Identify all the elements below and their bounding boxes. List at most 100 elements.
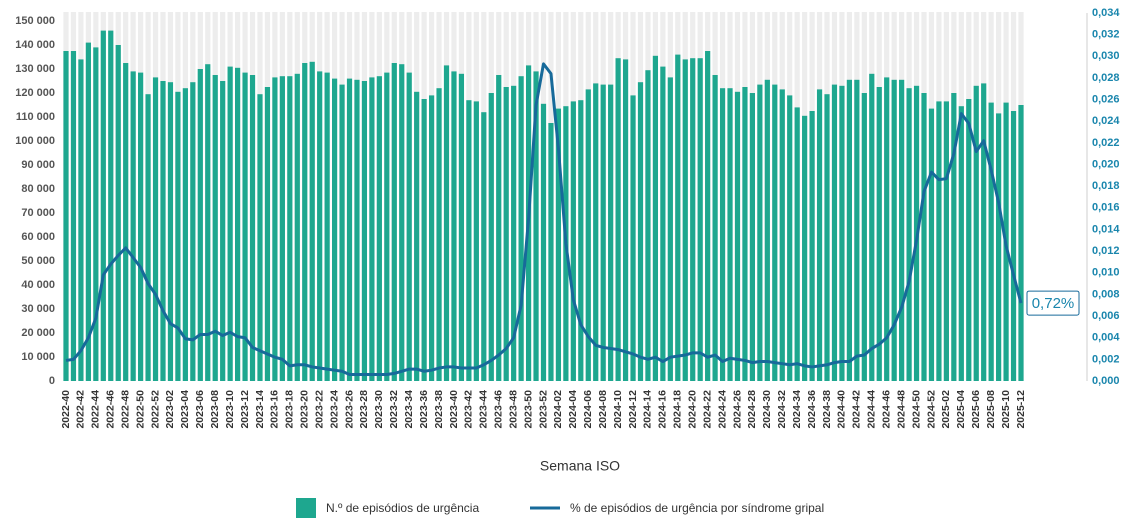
y2-tick-label: 0,022 xyxy=(1092,137,1120,149)
y2-tick-label: 0,018 xyxy=(1092,180,1120,192)
x-tick-label: 2023-20 xyxy=(299,390,311,429)
bar xyxy=(981,83,987,382)
y-tick-label: 70 000 xyxy=(21,207,55,219)
bar xyxy=(227,66,233,381)
bar xyxy=(824,94,830,381)
bar xyxy=(966,99,972,381)
bar xyxy=(511,85,517,382)
bar xyxy=(272,77,278,382)
x-tick-label: 2025-12 xyxy=(1015,390,1027,429)
bar xyxy=(220,81,226,381)
bar xyxy=(1010,111,1017,381)
bar xyxy=(615,58,621,381)
data-label-box xyxy=(1026,290,1080,316)
bar xyxy=(861,93,867,381)
x-tick-label: 2023-32 xyxy=(388,390,400,429)
x-tick-label: 2023-38 xyxy=(433,390,445,429)
bar xyxy=(145,94,151,381)
x-tick-label: 2023-34 xyxy=(403,390,415,429)
x-tick-label: 2024-18 xyxy=(672,390,684,429)
y-tick-label: 60 000 xyxy=(21,231,55,243)
y2-tick-label: 0,008 xyxy=(1092,288,1120,300)
x-tick-label: 2024-10 xyxy=(612,390,624,429)
x-tick-label: 2023-12 xyxy=(239,390,251,429)
y-tick-label: 40 000 xyxy=(21,279,55,291)
bar xyxy=(264,87,271,381)
x-tick-label: 2024-24 xyxy=(716,390,728,429)
x-tick-label: 2023-48 xyxy=(507,390,519,429)
x-tick-label: 2024-46 xyxy=(880,390,892,429)
bar xyxy=(317,71,323,382)
bar xyxy=(996,113,1002,382)
bar xyxy=(831,84,838,381)
x-tick-label: 2023-02 xyxy=(164,390,176,429)
bar xyxy=(279,76,285,381)
bar xyxy=(675,54,681,381)
bar xyxy=(667,77,673,382)
data-label: 0,72% xyxy=(1032,295,1075,312)
bar xyxy=(205,64,211,381)
y2-tick-label: 0,026 xyxy=(1092,93,1120,105)
y2-tick-label: 0,034 xyxy=(1092,7,1120,19)
bar xyxy=(891,79,897,382)
bar xyxy=(697,58,703,381)
x-tick-label: 2022-50 xyxy=(134,390,146,429)
bar xyxy=(757,84,763,381)
bar xyxy=(660,66,666,381)
y2-tick-label: 0,002 xyxy=(1092,353,1120,365)
x-tick-label: 2022-44 xyxy=(90,390,102,429)
bar xyxy=(428,95,435,382)
x-tick-label: 2024-12 xyxy=(627,390,639,429)
bar xyxy=(399,64,405,381)
x-tick-label: 2025-06 xyxy=(970,390,982,429)
bar xyxy=(1018,105,1024,381)
bar xyxy=(585,89,591,382)
bar xyxy=(466,100,472,381)
bar xyxy=(78,59,84,382)
bar xyxy=(876,87,882,381)
y-tick-label: 30 000 xyxy=(21,303,55,315)
bar xyxy=(100,30,106,381)
bar xyxy=(630,95,636,382)
bar xyxy=(138,72,144,381)
x-tick-label: 2023-22 xyxy=(313,390,325,429)
y-tick-label: 130 000 xyxy=(15,63,55,75)
y2-tick-label: 0,032 xyxy=(1092,29,1120,41)
legend-swatch xyxy=(296,498,316,518)
x-tick-label: 2023-36 xyxy=(418,390,430,429)
bar xyxy=(354,79,360,382)
x-tick-label: 2023-50 xyxy=(522,390,534,429)
x-tick-label: 2024-38 xyxy=(821,390,833,429)
x-tick-label: 2023-46 xyxy=(493,390,505,429)
bar xyxy=(622,59,629,382)
bar xyxy=(93,47,99,382)
x-tick-label: 2024-34 xyxy=(791,390,803,429)
bar xyxy=(570,101,576,382)
x-tick-label: 2024-02 xyxy=(552,390,564,429)
bar xyxy=(652,55,659,382)
bar xyxy=(988,102,994,381)
bar xyxy=(369,77,375,382)
x-tick-label: 2023-42 xyxy=(463,390,475,429)
bar xyxy=(593,83,599,382)
x-tick-label: 2024-48 xyxy=(895,390,907,429)
x-tick-label: 2025-10 xyxy=(1000,390,1012,429)
y-tick-label: 120 000 xyxy=(15,87,55,99)
x-tick-label: 2023-10 xyxy=(224,390,236,429)
bar xyxy=(257,94,263,381)
x-tick-label: 2022-42 xyxy=(75,390,87,429)
bar xyxy=(958,106,964,381)
bar xyxy=(839,85,845,382)
y2-tick-label: 0,004 xyxy=(1092,332,1120,344)
bar xyxy=(555,108,562,381)
y2-tick-label: 0,012 xyxy=(1092,245,1120,257)
y2-tick-label: 0,024 xyxy=(1092,115,1120,127)
bar xyxy=(637,82,644,381)
bar xyxy=(481,112,487,381)
bar xyxy=(802,115,808,382)
bar xyxy=(846,79,852,382)
bar xyxy=(787,95,793,382)
bar xyxy=(108,30,114,381)
